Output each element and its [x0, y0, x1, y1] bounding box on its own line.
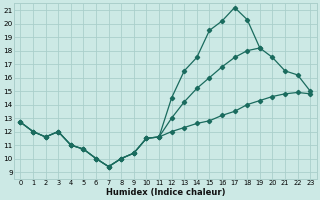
X-axis label: Humidex (Indice chaleur): Humidex (Indice chaleur) [106, 188, 225, 197]
